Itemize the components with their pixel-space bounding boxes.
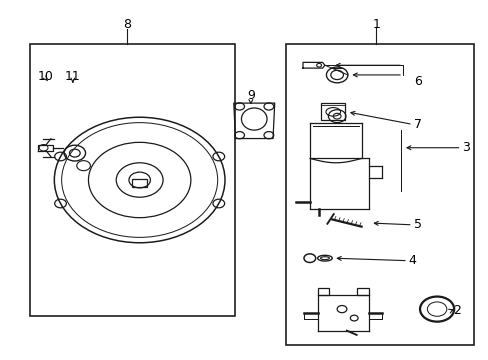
Text: 9: 9 [246, 89, 254, 102]
Bar [285, 44, 473, 345]
Text: 3: 3 [462, 141, 469, 154]
Text: 8: 8 [123, 18, 131, 31]
Text: 1: 1 [371, 18, 379, 31]
Text: 4: 4 [408, 254, 416, 267]
Text: 6: 6 [413, 75, 421, 88]
Bar [132, 179, 147, 187]
Bar [356, 288, 368, 295]
Text: 5: 5 [413, 218, 421, 231]
Bar [317, 288, 329, 295]
Bar [30, 44, 234, 316]
Bar [321, 103, 345, 121]
Text: 7: 7 [413, 118, 421, 131]
Text: 2: 2 [452, 305, 460, 318]
Text: 10: 10 [38, 69, 53, 82]
Text: 11: 11 [65, 69, 81, 82]
